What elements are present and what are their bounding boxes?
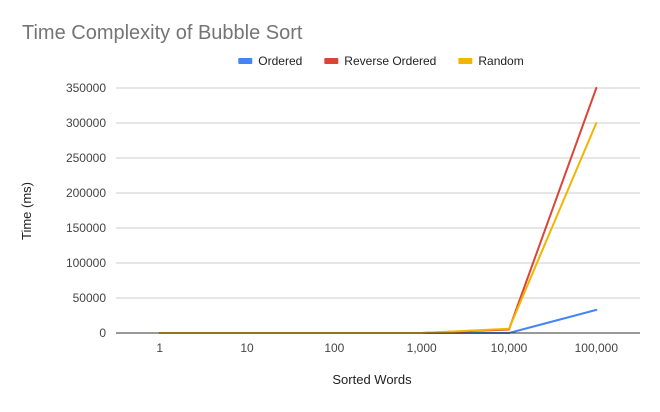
y-tick-label: 200000: [66, 186, 106, 200]
chart-series: [158, 87, 598, 334]
chart-gridlines: [116, 87, 640, 299]
y-axis-label: Time (ms): [19, 182, 34, 240]
y-tick-label: 350000: [66, 81, 106, 95]
y-axis-ticks: 0 50000 100000 150000 200000 250000 300000 3500…: [66, 81, 106, 340]
y-tick-label: 50000: [73, 291, 107, 305]
y-tick-label: 300000: [66, 116, 106, 130]
legend-swatch: [324, 58, 339, 64]
x-tick-label: 10,000: [491, 341, 528, 355]
y-tick-label: 100000: [66, 256, 106, 270]
legend-swatch: [238, 58, 253, 64]
y-tick-label: 0: [99, 326, 106, 340]
x-tick-label: 1: [156, 341, 163, 355]
legend-item: Ordered: [238, 54, 302, 68]
x-tick-label: 100,000: [575, 341, 619, 355]
x-axis-ticks: 1 10 100 1,000 10,000 100,000: [156, 341, 618, 355]
x-axis-label: Sorted Words: [332, 372, 412, 387]
x-tick-label: 1,000: [407, 341, 437, 355]
legend-label: Reverse Ordered: [344, 54, 436, 68]
y-tick-label: 250000: [66, 151, 106, 165]
x-tick-label: 100: [324, 341, 344, 355]
x-tick-label: 10: [240, 341, 254, 355]
chart-title: Time Complexity of Bubble Sort: [22, 22, 303, 44]
legend-item: Random: [458, 54, 524, 68]
series-line-ordered: [158, 308, 598, 334]
series-line-reverse-ordered: [158, 87, 598, 334]
legend-item: Reverse Ordered: [324, 54, 436, 68]
legend-label: Ordered: [258, 54, 302, 68]
y-tick-label: 150000: [66, 221, 106, 235]
legend-label: Random: [478, 54, 523, 68]
legend-swatch: [458, 58, 473, 64]
chart-legend: Ordered Reverse Ordered Random: [238, 54, 524, 68]
